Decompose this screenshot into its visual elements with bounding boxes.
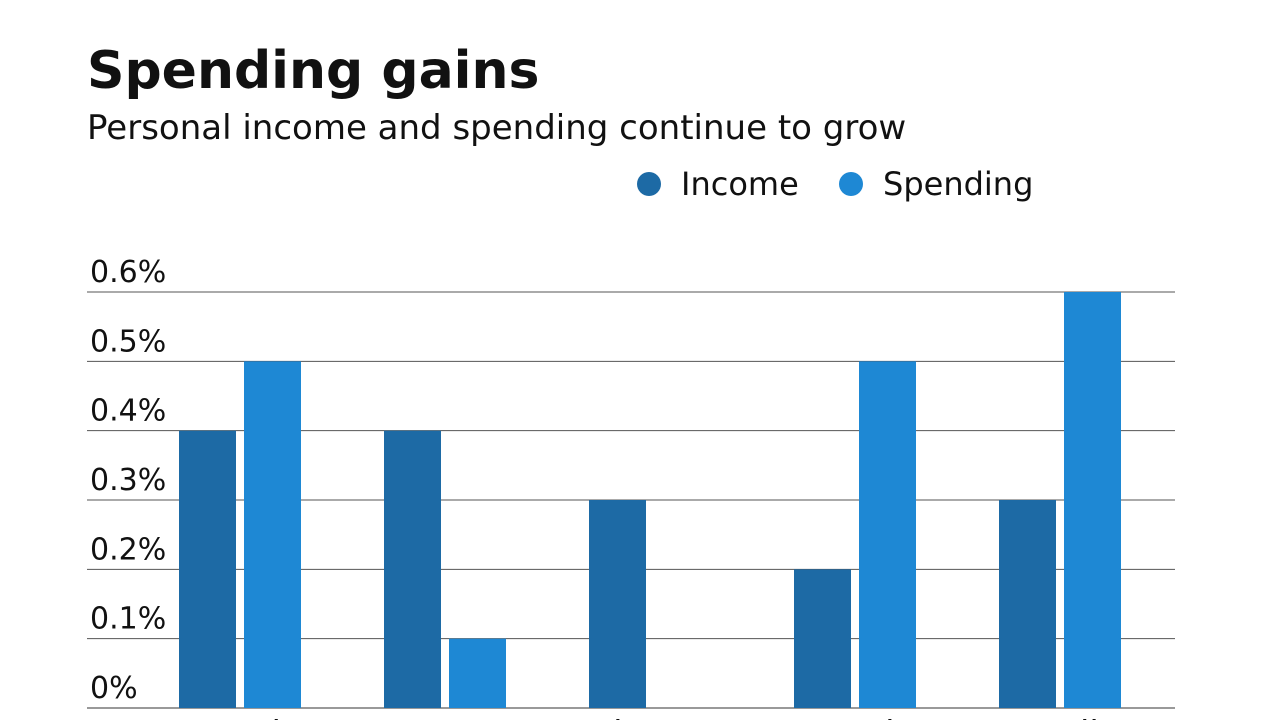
x-tick-label: April — [1021, 714, 1099, 720]
bar — [384, 430, 441, 708]
y-tick-label: 0.6% — [90, 255, 166, 290]
y-tick-label: 0.4% — [90, 394, 166, 429]
bar — [999, 500, 1056, 708]
x-tick-label: January — [379, 714, 510, 720]
x-tick-label: December — [152, 714, 328, 720]
bar — [1064, 292, 1121, 708]
y-tick-label: 0.5% — [90, 324, 166, 359]
legend-label: Income — [681, 165, 799, 203]
chart-subtitle: Personal income and spending continue to… — [87, 108, 906, 148]
legend-marker — [637, 172, 661, 196]
y-tick-label: 0.1% — [90, 602, 166, 637]
bar — [859, 361, 916, 708]
bar — [449, 638, 506, 708]
bar — [589, 500, 646, 708]
legend-label: Spending — [883, 165, 1033, 203]
y-tick-label: 0% — [90, 671, 138, 706]
bar — [244, 361, 301, 708]
x-tick-label: February — [575, 714, 726, 720]
bar — [794, 569, 851, 708]
x-tick-label: March — [803, 714, 907, 720]
y-tick-label: 0.3% — [90, 463, 166, 498]
chart-title: Spending gains — [87, 41, 539, 101]
legend-marker — [839, 172, 863, 196]
bar — [179, 430, 236, 708]
y-tick-label: 0.2% — [90, 532, 166, 567]
